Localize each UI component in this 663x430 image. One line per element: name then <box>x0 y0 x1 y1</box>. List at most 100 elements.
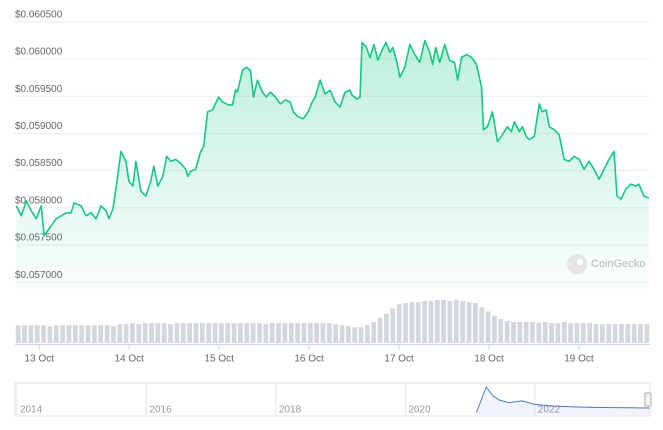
volume-bar <box>638 324 643 343</box>
y-tick-label: $0.059000 <box>15 121 63 132</box>
x-tick-label: 15 Oct <box>204 354 234 365</box>
volume-bar <box>187 323 192 343</box>
navigator-tick-label: 2014 <box>20 405 43 416</box>
watermark-logo-eye <box>577 259 583 265</box>
volume-bar <box>15 325 21 343</box>
volume-bar <box>66 325 72 343</box>
volume-bar <box>231 323 237 343</box>
volume-bar <box>276 323 281 343</box>
volume-bar <box>199 323 205 343</box>
y-tick-label: $0.060500 <box>15 10 63 21</box>
volume-bar <box>523 322 529 343</box>
volume-bar <box>206 323 212 343</box>
volume-bar <box>631 324 637 343</box>
y-tick-label: $0.060000 <box>15 47 63 58</box>
volume-bar <box>542 322 548 343</box>
volume-bar <box>193 323 199 343</box>
volume-bar <box>555 323 561 343</box>
volume-bar <box>536 323 542 343</box>
volume-bar <box>365 325 370 343</box>
volume-bar <box>295 323 300 343</box>
volume-bar <box>314 323 319 343</box>
volume-bar <box>371 322 377 343</box>
volume-bar <box>460 301 466 343</box>
volume-bar <box>498 318 504 343</box>
navigator-tick-label: 2018 <box>279 405 302 416</box>
volume-bar <box>511 322 516 343</box>
volume-bar <box>92 325 97 343</box>
y-tick-label: $0.059500 <box>15 84 63 95</box>
volume-bar <box>415 302 421 343</box>
volume-bar <box>219 323 224 343</box>
volume-bar <box>422 301 427 343</box>
navigator-tick-label: 2020 <box>408 405 431 416</box>
volume-bar <box>453 300 459 343</box>
volume-bar <box>390 308 396 343</box>
volume-bar <box>47 326 53 343</box>
volume-bar <box>142 323 148 343</box>
volume-bar <box>168 324 173 343</box>
volume-bar <box>358 327 364 343</box>
volume-bar <box>346 326 351 343</box>
volume-bar <box>282 323 288 343</box>
volume-bar <box>53 325 59 343</box>
x-tick-label: 14 Oct <box>114 354 144 365</box>
volume-bar <box>384 313 389 343</box>
volume-bar <box>34 325 40 343</box>
volume-bar <box>428 301 434 343</box>
volume-bar <box>225 323 231 343</box>
volume-bar <box>530 322 535 343</box>
volume-bar <box>339 325 345 343</box>
y-tick-label: $0.058000 <box>15 195 63 206</box>
volume-bar <box>238 323 243 343</box>
volume-bar <box>517 322 523 343</box>
volume-bar <box>123 324 129 343</box>
volume-bar <box>161 323 167 343</box>
volume-bar <box>79 325 85 343</box>
volume-bar <box>98 325 104 343</box>
volume-bar <box>434 300 440 343</box>
volume-bar <box>72 325 78 343</box>
volume-bar <box>396 304 402 343</box>
volume-bar <box>136 324 142 343</box>
y-tick-label: $0.058500 <box>15 158 63 169</box>
volume-bar <box>485 311 491 343</box>
volume-bar <box>28 325 34 343</box>
volume-bar <box>244 323 250 343</box>
volume-bar <box>269 323 275 343</box>
volume-bar <box>60 325 65 343</box>
volume-bar <box>117 324 123 343</box>
volume-bar <box>352 327 358 343</box>
volume-bar <box>111 326 116 343</box>
volume-bar <box>180 323 186 343</box>
volume-bar <box>307 323 313 343</box>
volume-bar <box>320 323 326 343</box>
volume-bar <box>504 320 510 343</box>
volume-bar <box>130 323 135 343</box>
volume-bar <box>409 302 415 343</box>
volume-bar <box>561 322 567 343</box>
volume-bar <box>606 324 612 343</box>
x-tick-label: 16 Oct <box>294 354 324 365</box>
volume-bar <box>549 323 554 343</box>
x-tick-label: 17 Oct <box>384 354 414 365</box>
navigator-handle[interactable] <box>644 392 652 407</box>
volume-bar <box>625 324 631 343</box>
volume-bar <box>447 301 453 343</box>
volume-bar <box>574 323 580 343</box>
x-tick-label: 13 Oct <box>25 354 55 365</box>
watermark: CoinGecko <box>567 254 645 274</box>
volume-bar <box>466 302 472 343</box>
volume-bar <box>326 323 332 343</box>
navigator-tick-label: 2016 <box>149 405 172 416</box>
volume-bar <box>263 324 269 343</box>
volume-bar <box>22 325 27 343</box>
volume-bar <box>377 317 383 343</box>
volume-bar <box>600 324 605 343</box>
volume-bar <box>41 325 46 343</box>
price-area <box>16 40 649 290</box>
volume-bar <box>301 323 307 343</box>
volume-bar <box>593 324 599 343</box>
